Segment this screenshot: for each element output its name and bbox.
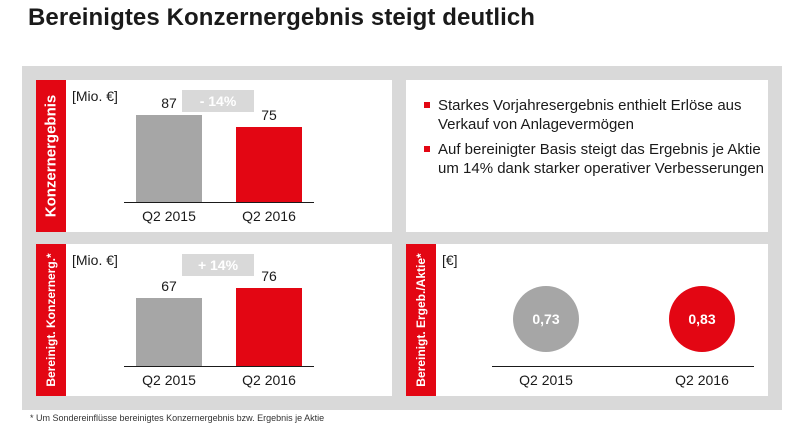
x-tick-label: Q2 2016 xyxy=(242,208,296,224)
unit-label: [€] xyxy=(442,252,458,268)
bullet-marker xyxy=(424,102,430,108)
footnote: * Um Sondereinflüsse bereinigtes Konzern… xyxy=(30,413,325,423)
panel-bereinigt-konzernergebnis: Bereinigt. Konzernerg.* [Mio. €] + 14% 6… xyxy=(36,244,392,396)
bullet-marker xyxy=(424,146,430,152)
x-tick-label: Q2 2015 xyxy=(142,372,196,388)
value-circle: 0,83 xyxy=(669,286,735,352)
page-title: Bereinigtes Konzernergebnis steigt deutl… xyxy=(28,4,536,31)
x-tick-label: Q2 2015 xyxy=(519,372,573,388)
bar-q2-2015 xyxy=(136,115,202,202)
unit-label: [Mio. €] xyxy=(72,88,118,104)
change-badge: - 14% xyxy=(182,90,254,112)
panel-konzernergebnis: Konzernergebnis [Mio. €] - 14% 87 Q2 2015… xyxy=(36,80,392,232)
change-badge: + 14% xyxy=(182,254,254,276)
x-axis-line xyxy=(124,202,314,203)
bar-q2-2015 xyxy=(136,297,202,366)
bar-q2-2016 xyxy=(236,127,302,202)
data-label: 87 xyxy=(161,95,177,112)
panel-side-bar: Bereinigt. Ergeb./Aktie* xyxy=(406,244,436,396)
panel-notes: Starkes Vorjahresergebnis enthielt Erlös… xyxy=(406,80,768,232)
bullet-item: Auf bereinigter Basis steigt das Ergebni… xyxy=(424,140,772,178)
bullet-item: Starkes Vorjahresergebnis enthielt Erlös… xyxy=(424,96,772,134)
x-tick-label: Q2 2016 xyxy=(242,372,296,388)
data-label: 67 xyxy=(161,277,177,294)
bullet-list: Starkes Vorjahresergebnis enthielt Erlös… xyxy=(424,96,772,184)
content-area: Konzernergebnis [Mio. €] - 14% 87 Q2 2015… xyxy=(22,66,782,410)
panel-ergebnis-je-aktie: Bereinigt. Ergeb./Aktie* [€] 0,73 Q2 2015… xyxy=(406,244,768,396)
panel-side-bar: Konzernergebnis xyxy=(36,80,66,232)
x-axis-line xyxy=(492,366,754,367)
panel-side-label: Bereinigt. Konzernerg.* xyxy=(44,253,58,387)
panel-side-label: Bereinigt. Ergeb./Aktie* xyxy=(414,253,428,387)
x-tick-label: Q2 2015 xyxy=(142,208,196,224)
data-label: 75 xyxy=(261,107,277,124)
value-circle: 0,73 xyxy=(513,286,579,352)
bullet-text: Starkes Vorjahresergebnis enthielt Erlös… xyxy=(438,97,742,133)
panel-side-label: Konzernergebnis xyxy=(42,94,60,218)
bar-q2-2016 xyxy=(236,288,302,366)
x-tick-label: Q2 2016 xyxy=(675,372,729,388)
unit-label: [Mio. €] xyxy=(72,252,118,268)
x-axis-line xyxy=(124,366,314,367)
panel-side-bar: Bereinigt. Konzernerg.* xyxy=(36,244,66,396)
data-label: 76 xyxy=(261,268,277,285)
bullet-text: Auf bereinigter Basis steigt das Ergebni… xyxy=(438,141,765,177)
